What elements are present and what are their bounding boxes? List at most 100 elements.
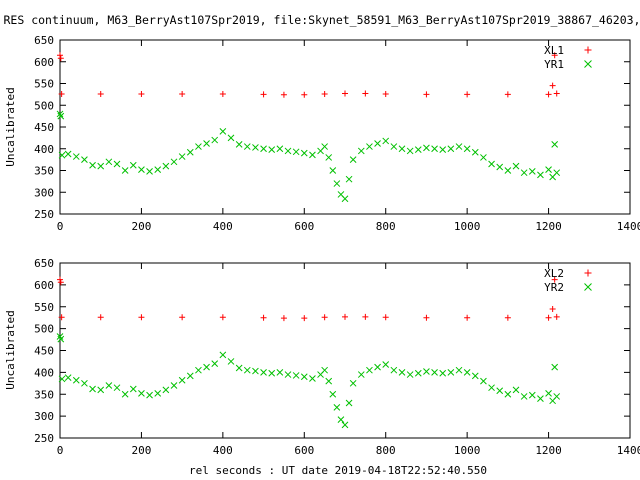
data-point <box>349 379 357 387</box>
data-point <box>362 313 369 320</box>
data-point <box>309 375 316 382</box>
data-point <box>537 171 544 179</box>
data-point <box>390 143 398 150</box>
chart-title: RES continuum, M63_BerryAst107Spr2019, f… <box>4 13 640 27</box>
y-tick-label: 500 <box>34 323 54 336</box>
data-point <box>219 127 227 135</box>
data-point <box>97 90 104 97</box>
data-point <box>179 90 186 97</box>
data-point <box>300 373 308 381</box>
y-tick-label: 250 <box>34 208 54 221</box>
chart-panel-bottom: 250 300 350 400 450 500 550 600 650 0 200 400 600 800… <box>4 257 640 457</box>
data-point <box>301 91 308 98</box>
data-point <box>138 390 145 397</box>
x-tick-label: 600 <box>294 220 314 233</box>
data-point <box>471 372 479 380</box>
legend-label: YR1 <box>544 58 564 71</box>
data-point <box>545 390 552 397</box>
data-point <box>284 147 292 155</box>
data-point <box>549 305 556 312</box>
data-point <box>57 335 65 343</box>
data-point <box>447 145 455 153</box>
data-point <box>480 377 487 385</box>
series-xl2 <box>57 276 560 322</box>
data-point <box>292 372 300 379</box>
data-point <box>260 314 267 321</box>
data-point <box>504 91 511 98</box>
data-point <box>551 363 559 371</box>
data-point <box>447 369 455 376</box>
y-tick-label: 550 <box>34 301 54 314</box>
data-point <box>504 390 512 398</box>
data-point <box>423 91 430 98</box>
data-point <box>321 90 328 97</box>
legend-label: XL2 <box>544 267 564 280</box>
data-point <box>337 416 345 423</box>
data-point <box>89 161 96 169</box>
data-point <box>357 371 365 378</box>
data-point <box>195 143 202 150</box>
data-point <box>211 136 219 144</box>
y-tick-label: 300 <box>34 410 54 423</box>
data-point <box>227 358 235 365</box>
data-point <box>219 90 226 97</box>
legend-marker <box>584 269 592 277</box>
data-point <box>56 110 64 118</box>
legend-label: YR2 <box>544 281 564 294</box>
data-point <box>260 91 267 98</box>
data-point <box>178 376 186 384</box>
data-point <box>235 364 243 372</box>
data-point <box>406 371 414 378</box>
x-tick-label: 400 <box>213 220 233 233</box>
data-point <box>366 143 373 150</box>
data-point <box>321 143 328 150</box>
data-point <box>243 143 251 150</box>
data-point <box>57 279 64 286</box>
data-point <box>345 399 353 407</box>
data-point <box>551 276 558 283</box>
data-point <box>58 151 66 159</box>
series-yr2 <box>56 333 561 429</box>
data-point <box>455 366 463 374</box>
data-point <box>146 168 153 175</box>
data-point <box>549 82 556 89</box>
y-tick-label: 550 <box>34 78 54 91</box>
data-point <box>170 158 178 166</box>
data-point <box>252 144 259 151</box>
data-point <box>72 153 80 160</box>
data-point <box>72 376 80 384</box>
data-point <box>551 141 559 148</box>
data-point <box>179 314 186 321</box>
data-point <box>390 366 398 374</box>
data-point <box>464 91 471 98</box>
data-point <box>528 168 536 175</box>
data-point <box>300 149 308 157</box>
data-point <box>97 386 105 394</box>
data-point <box>382 137 390 145</box>
legend-marker <box>584 60 592 68</box>
y-tick-label: 300 <box>34 186 54 199</box>
data-point <box>284 371 292 378</box>
data-point <box>333 180 341 187</box>
legend-marker <box>584 283 592 291</box>
data-point <box>488 384 495 392</box>
x-tick-label: 0 <box>57 444 64 457</box>
data-point <box>81 156 88 163</box>
x-tick-label: 0 <box>57 220 64 233</box>
data-point <box>186 148 194 156</box>
data-point <box>138 90 145 97</box>
data-point <box>57 276 63 283</box>
data-point <box>382 90 389 97</box>
data-point <box>57 52 63 59</box>
data-point <box>243 366 251 374</box>
data-point <box>553 393 561 400</box>
y-axis-label: Uncalibrated <box>4 310 17 389</box>
data-point <box>97 162 105 170</box>
data-point <box>105 158 113 166</box>
data-point <box>219 351 227 359</box>
y-tick-label: 400 <box>34 366 54 379</box>
legend-label: XL1 <box>544 44 564 57</box>
data-point <box>325 154 333 161</box>
data-point <box>382 361 390 368</box>
